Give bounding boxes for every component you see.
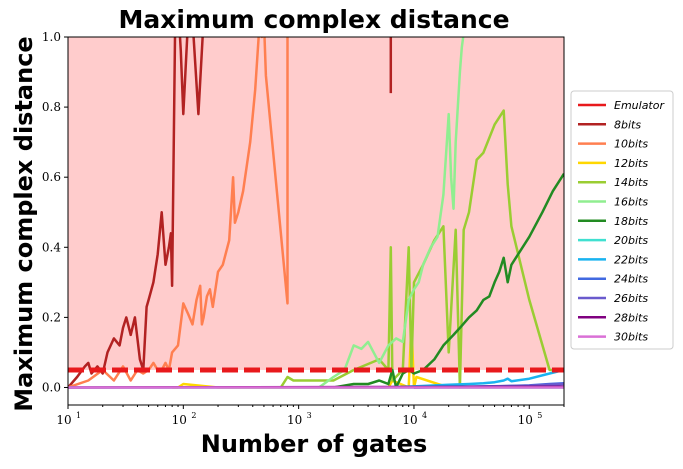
legend-label: 18bits [614,215,648,228]
y-tick-label: 0.2 [42,310,61,324]
legend-label: 16bits [614,196,648,209]
legend-label: 30bits [614,331,648,344]
y-tick-label: 0.4 [42,240,61,254]
legend: Emulator 8bits 10bits 12bits 14bits 16bits 18b… [570,90,674,350]
x-tick-label: 10 [518,413,533,427]
x-tick-exponent: 1 [76,411,81,420]
legend-label: Emulator [614,99,665,112]
legend-label: 24bits [614,273,648,286]
x-tick-label: 10 [56,413,71,427]
shaded-error-region [68,37,564,370]
chart-title: Maximum complex distance [118,5,509,34]
series-line-22bits [379,368,564,389]
x-axis-label: Number of gates [201,430,428,458]
series-layer [68,37,564,389]
legend-label: 26bits [614,292,648,305]
y-tick-label: 1.0 [42,30,61,44]
x-axis-ticks: 10 1 10 2 10 3 10 4 10 5 [56,405,565,427]
x-tick-label: 10 [172,413,187,427]
legend-label: 12bits [614,157,648,170]
y-tick-label: 0.8 [42,100,61,114]
x-tick-exponent: 5 [537,411,542,420]
legend-label: 14bits [614,176,648,189]
legend-label: 20bits [614,234,648,247]
legend-label: 22bits [614,253,648,266]
y-tick-label: 0.0 [42,380,61,394]
y-axis-ticks: 0.0 0.2 0.4 0.6 0.8 1.0 [42,30,68,394]
x-tick-exponent: 2 [191,411,196,420]
legend-label: 28bits [614,311,648,324]
x-tick-label: 10 [402,413,417,427]
legend-frame [570,90,674,350]
x-tick-exponent: 4 [422,411,427,420]
legend-label: 8bits [614,118,641,131]
legend-label: 10bits [614,138,648,151]
y-axis-label: Maximum complex distance [10,36,38,411]
series-line-18bits [333,173,564,389]
plot-frame [67,36,565,406]
x-tick-exponent: 3 [307,411,312,420]
x-tick-label: 10 [287,413,302,427]
series-line-16bits [318,37,465,389]
y-tick-label: 0.6 [42,170,61,184]
plot-area [67,36,565,406]
